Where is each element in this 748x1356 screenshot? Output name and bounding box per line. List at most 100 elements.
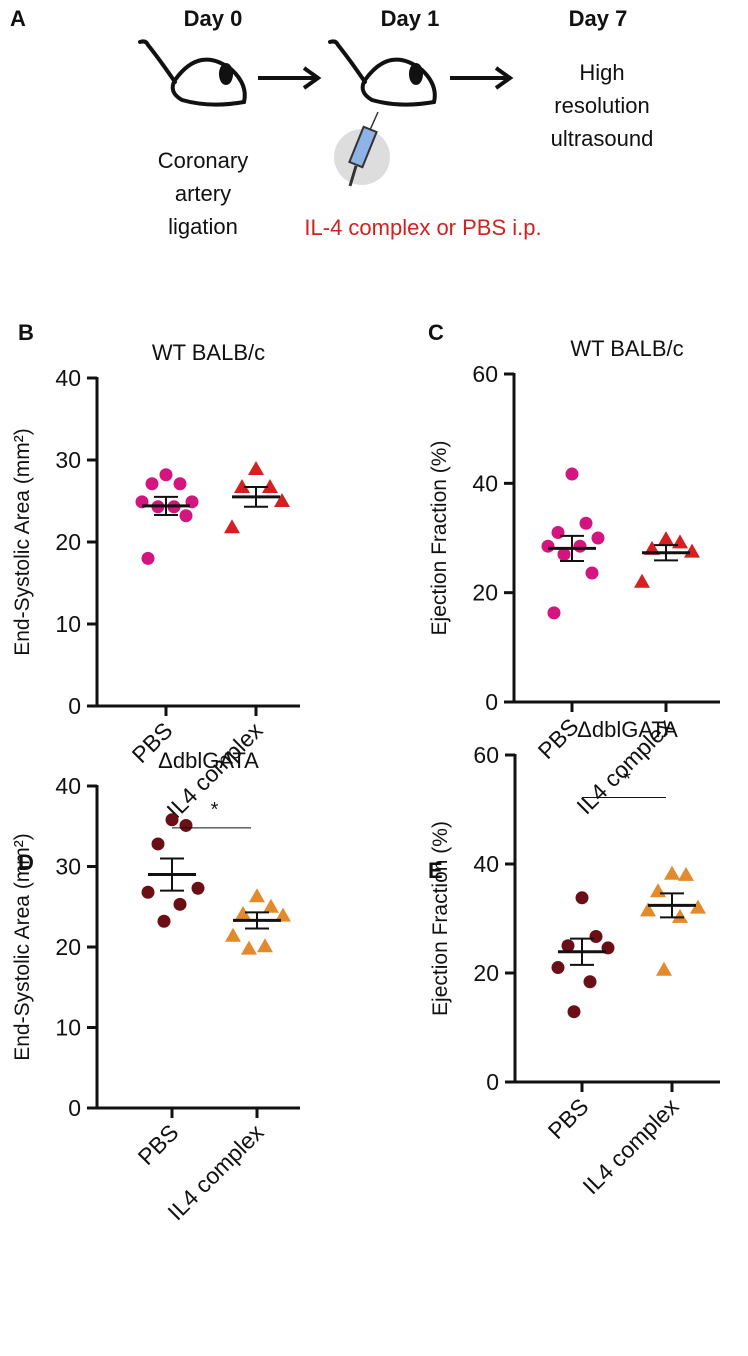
step-day: Day 0: [183, 6, 243, 31]
data-point: [141, 551, 155, 565]
y-tick-label: 20: [55, 529, 81, 555]
data-point: [159, 468, 173, 482]
data-point: [551, 526, 565, 540]
panel-letter: A: [10, 6, 26, 31]
y-tick-label: 20: [473, 960, 499, 986]
y-tick-label: 30: [55, 447, 81, 473]
data-point: [650, 883, 666, 898]
y-axis-label: End-Systolic Area (mm²): [11, 428, 34, 656]
step-day: Day 1: [380, 6, 440, 31]
syringe-icon: [334, 111, 390, 187]
data-point: [585, 566, 599, 580]
mouse-icon: [328, 39, 437, 107]
data-point: [262, 479, 278, 494]
y-axis-label: Ejection Fraction (%): [428, 441, 451, 636]
step-label: IL-4 complex or PBS i.p.: [304, 215, 542, 240]
data-point: [263, 898, 279, 913]
y-tick-label: 40: [55, 773, 81, 799]
data-point: [579, 516, 593, 530]
x-tick-label: PBS: [543, 1093, 594, 1144]
data-point: [173, 897, 187, 911]
data-point: [179, 818, 193, 832]
data-point: [274, 493, 290, 507]
chart: E ΔdblGATA Ejection Fraction (%) 0 20 40 60 PBS…: [428, 717, 720, 1199]
y-tick-label: 10: [55, 611, 81, 637]
x-tick-label: PBS: [533, 713, 584, 764]
y-tick-label: 0: [68, 693, 81, 719]
step-day: Day 7: [568, 6, 628, 31]
data-point: [567, 1005, 581, 1019]
data-point: [224, 519, 240, 534]
arrow: [258, 66, 514, 90]
data-point: [165, 813, 179, 827]
y-tick-label: 60: [472, 361, 498, 387]
panel-letter: C: [428, 320, 444, 345]
data-point: [690, 899, 706, 914]
significance-label: *: [211, 799, 219, 821]
step-label: Coronary artery ligation: [157, 148, 249, 239]
data-point: [551, 961, 565, 975]
y-tick-label: 0: [68, 1095, 81, 1121]
data-point: [591, 531, 605, 545]
data-point: [141, 885, 155, 899]
y-tick-label: 0: [485, 689, 498, 715]
chart: C WT BALB/c Ejection Fraction (%) 0 20 40 60 PB…: [428, 320, 720, 819]
y-tick-label: 60: [473, 742, 499, 768]
data-point: [275, 907, 291, 922]
data-point: [583, 975, 597, 989]
data-point: [241, 940, 257, 955]
data-point: [672, 534, 688, 549]
data-point: [557, 547, 571, 561]
y-tick-label: 30: [55, 854, 81, 880]
data-point: [672, 908, 688, 923]
data-point: [225, 927, 241, 942]
data-point: [145, 477, 159, 491]
x-tick-label: PBS: [133, 1119, 184, 1170]
data-point: [248, 461, 264, 476]
data-point: [257, 938, 273, 953]
data-point: [565, 467, 579, 481]
data-point: [656, 961, 672, 976]
data-point: [573, 539, 587, 553]
data-point: [678, 866, 694, 881]
y-tick-label: 20: [472, 580, 498, 606]
chart-title: ΔdblGATA: [158, 748, 259, 773]
y-tick-label: 20: [55, 934, 81, 960]
y-tick-label: 10: [55, 1015, 81, 1041]
data-point: [658, 531, 674, 546]
data-point: [640, 902, 656, 917]
mouse-icon: [138, 39, 247, 107]
data-point: [234, 479, 250, 494]
y-axis-label: Ejection Fraction (%): [429, 821, 452, 1016]
panel-letter: E: [428, 858, 443, 883]
y-tick-label: 40: [473, 851, 499, 877]
data-point: [191, 881, 205, 895]
chart-title: WT BALB/c: [570, 336, 683, 361]
data-point: [179, 509, 193, 523]
data-point: [151, 837, 165, 851]
data-point: [541, 539, 555, 553]
panel-letter: D: [18, 850, 34, 875]
x-tick-label: IL4 complex: [577, 1093, 683, 1199]
chart: D ΔdblGATA End-Systolic Area (mm²) 0 10 20 30 4…: [11, 748, 300, 1225]
step-label: High resolution ultrasound: [550, 60, 654, 151]
data-point: [157, 914, 171, 928]
data-point: [664, 865, 680, 880]
panel-letter: B: [18, 320, 34, 345]
y-axis-label: End-Systolic Area (mm²): [11, 833, 34, 1061]
data-point: [589, 929, 603, 943]
significance-label: *: [623, 769, 631, 791]
data-point: [173, 477, 187, 491]
chart-title: ΔdblGATA: [577, 717, 678, 742]
y-tick-label: 40: [55, 365, 81, 391]
chart-title: WT BALB/c: [152, 340, 265, 365]
data-point: [634, 573, 650, 588]
data-point: [547, 606, 561, 620]
data-point: [561, 939, 575, 953]
y-tick-label: 40: [472, 470, 498, 496]
data-point: [249, 888, 265, 903]
y-tick-label: 0: [486, 1069, 499, 1095]
data-point: [235, 905, 251, 920]
